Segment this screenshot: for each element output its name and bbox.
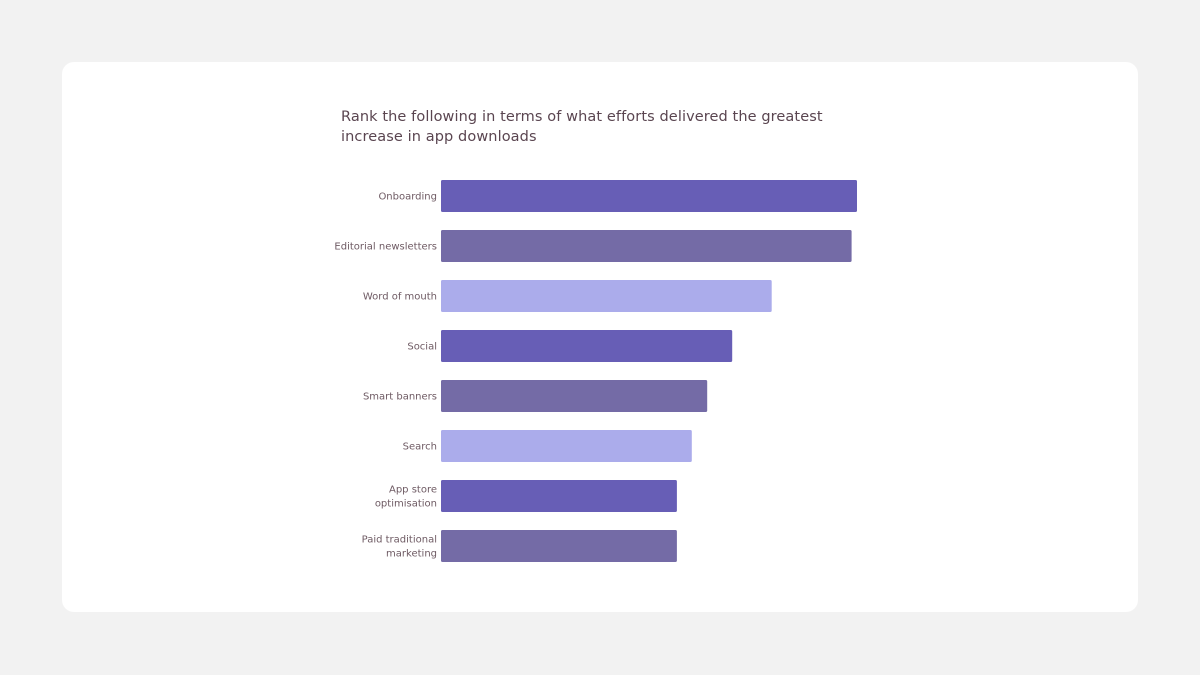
category-label-2: Word of mouth xyxy=(363,292,437,303)
bar-4 xyxy=(441,380,708,412)
bar-5 xyxy=(441,430,692,462)
category-label-5: Search xyxy=(403,442,437,453)
category-label-3: Social xyxy=(407,342,437,353)
bar-7 xyxy=(441,530,677,562)
bar-1 xyxy=(441,230,852,262)
bar-2 xyxy=(441,280,772,312)
category-label-1: Editorial newsletters xyxy=(334,242,437,253)
bar-6 xyxy=(441,480,677,512)
bar-3 xyxy=(441,330,733,362)
chart-title: Rank the following in terms of what effo… xyxy=(341,109,823,145)
category-label-6: App store optimisation xyxy=(375,485,437,510)
bar-0 xyxy=(441,180,857,212)
category-label-7: Paid traditional marketing xyxy=(362,535,437,560)
category-label-4: Smart banners xyxy=(363,392,437,403)
category-label-0: Onboarding xyxy=(378,192,437,203)
